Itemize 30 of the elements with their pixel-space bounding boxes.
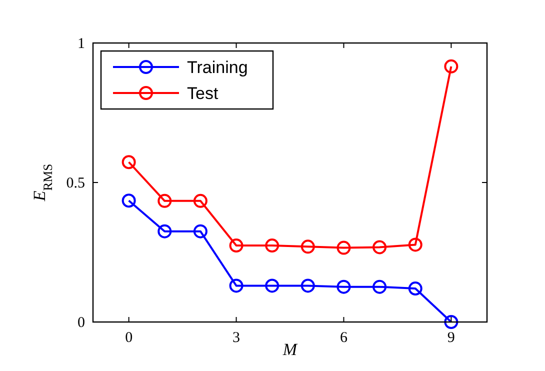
point	[336, 280, 351, 294]
x-axis-title: M	[282, 340, 298, 359]
point	[193, 224, 208, 238]
point	[229, 278, 244, 293]
point	[372, 240, 387, 254]
point	[265, 238, 280, 253]
point	[122, 194, 136, 208]
point	[122, 155, 136, 170]
point	[158, 194, 172, 208]
point	[158, 224, 172, 238]
point	[408, 282, 422, 296]
x-tick-label: 3	[232, 330, 240, 346]
point	[336, 240, 351, 255]
y-tick-label: 1	[78, 36, 85, 52]
x-tick-label: 0	[125, 330, 133, 346]
point	[444, 59, 458, 74]
legend-label: Training	[187, 58, 248, 77]
point	[408, 238, 422, 252]
legend-label: Test	[187, 84, 218, 103]
point	[300, 240, 315, 254]
y-tick-label: 0	[78, 315, 85, 331]
x-tick-label: 6	[340, 330, 348, 346]
point	[372, 280, 387, 294]
point	[300, 278, 315, 293]
x-tick-label: 9	[447, 330, 455, 346]
point	[229, 238, 244, 253]
point	[265, 278, 280, 293]
point	[444, 315, 458, 329]
point	[193, 194, 208, 208]
y-tick-label: 0.5	[66, 176, 85, 192]
